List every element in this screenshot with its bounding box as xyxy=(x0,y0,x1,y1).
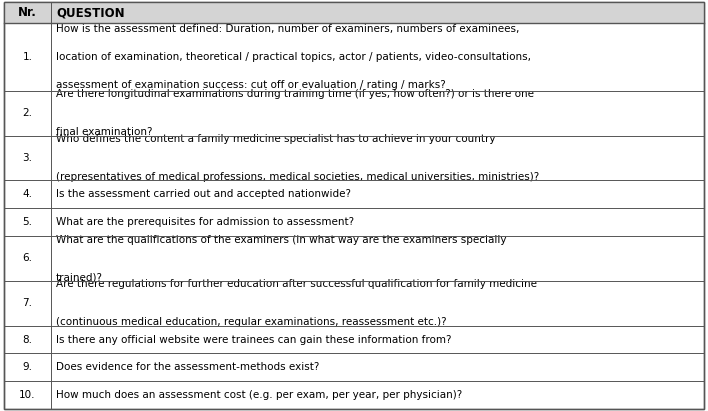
Text: (continuous medical education, regular examinations, reassessment etc.)?: (continuous medical education, regular e… xyxy=(56,317,447,327)
Text: QUESTION: QUESTION xyxy=(56,6,125,19)
Text: 2.: 2. xyxy=(23,108,33,118)
Text: final examination?: final examination? xyxy=(56,127,153,137)
Text: How much does an assessment cost (e.g. per exam, per year, per physician)?: How much does an assessment cost (e.g. p… xyxy=(56,390,462,400)
Text: 9.: 9. xyxy=(23,362,33,372)
Text: Is the assessment carried out and accepted nationwide?: Is the assessment carried out and accept… xyxy=(56,189,351,199)
Text: What are the qualifications of the examiners (in what way are the examiners spec: What are the qualifications of the exami… xyxy=(56,235,507,245)
Text: Are there regulations for further education after successful qualification for f: Are there regulations for further educat… xyxy=(56,279,537,289)
Text: What are the prerequisites for admission to assessment?: What are the prerequisites for admission… xyxy=(56,217,354,227)
Text: assessment of examination success: cut off or evaluation / rating / marks?: assessment of examination success: cut o… xyxy=(56,80,446,90)
Text: How is the assessment defined: Duration, number of examiners, numbers of examine: How is the assessment defined: Duration,… xyxy=(56,24,520,34)
Text: 3.: 3. xyxy=(23,153,33,163)
Text: Who defines the content a family medicine specialist has to achieve in your coun: Who defines the content a family medicin… xyxy=(56,134,496,144)
Text: 8.: 8. xyxy=(23,335,33,344)
Text: 4.: 4. xyxy=(23,189,33,199)
Text: Does evidence for the assessment-methods exist?: Does evidence for the assessment-methods… xyxy=(56,362,319,372)
Text: location of examination, theoretical / practical topics, actor / patients, video: location of examination, theoretical / p… xyxy=(56,52,531,62)
Text: 10.: 10. xyxy=(19,390,35,400)
Text: 6.: 6. xyxy=(23,253,33,263)
Text: trained)?: trained)? xyxy=(56,272,103,282)
Text: (representatives of medical professions, medical societies, medical universities: (representatives of medical professions,… xyxy=(56,172,539,182)
Text: 1.: 1. xyxy=(23,52,33,62)
Text: Is there any official website were trainees can gain these information from?: Is there any official website were train… xyxy=(56,335,452,344)
Text: Are there longitudinal examinations during training time (if yes, how often?) or: Are there longitudinal examinations duri… xyxy=(56,89,534,99)
Text: Nr.: Nr. xyxy=(18,6,37,19)
Text: 5.: 5. xyxy=(23,217,33,227)
Bar xyxy=(4,2,704,23)
Text: 7.: 7. xyxy=(23,298,33,308)
